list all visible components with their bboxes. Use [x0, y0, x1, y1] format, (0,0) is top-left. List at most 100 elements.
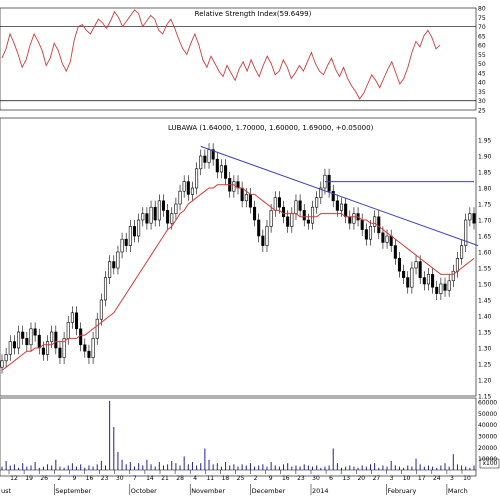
price-tick-label: 1.85: [478, 170, 492, 177]
rsi-tick-label: 35: [478, 89, 486, 96]
x-day-label: 11: [206, 475, 214, 482]
volume-bar: [320, 467, 322, 470]
candle-body: [103, 277, 108, 301]
candle-body: [8, 341, 12, 355]
x-day-label: 17: [418, 475, 426, 482]
candle-body: [87, 350, 91, 358]
volume-bar: [357, 467, 359, 470]
volume-bar: [138, 463, 140, 470]
candle-body: [66, 322, 70, 339]
candle-body: [137, 219, 141, 237]
candle-body: [460, 245, 464, 259]
volume-bar: [38, 467, 40, 470]
candle-body: [33, 328, 37, 336]
candle-body: [166, 210, 170, 224]
rsi-tick-label: 55: [478, 52, 486, 59]
candle-body: [41, 347, 45, 355]
volume-bar: [374, 463, 376, 470]
volume-bar: [266, 466, 268, 470]
rsi-tick-label: 30: [478, 98, 486, 105]
volume-bar: [105, 465, 107, 470]
volume-bar: [386, 466, 388, 470]
candle-body: [282, 206, 286, 218]
price-tick-label: 1.60: [478, 250, 492, 257]
volume-bar: [121, 459, 123, 470]
volume-bar: [274, 465, 276, 470]
volume-bar: [92, 466, 94, 470]
candle-body: [418, 261, 422, 278]
candle-body: [364, 229, 368, 240]
candle-body: [174, 203, 178, 214]
volume-bar: [461, 465, 463, 470]
candle-body: [410, 267, 414, 288]
volume-bar: [67, 465, 69, 470]
volume-bar: [324, 466, 326, 470]
rsi-title: Relative Strength Index(59.6499): [195, 10, 312, 18]
x-day-label: 30: [312, 475, 320, 482]
candle-body: [435, 286, 439, 294]
x-month-label: November: [191, 487, 225, 495]
volume-bar: [469, 467, 471, 470]
price-tick-label: 1.70: [478, 218, 492, 225]
volume-bar: [154, 466, 156, 470]
x-day-label: 30: [116, 475, 124, 482]
candle-body: [186, 181, 190, 195]
x-day-label: 2: [57, 475, 61, 482]
volume-bar: [187, 464, 189, 470]
volume-bar: [63, 467, 65, 470]
candle-body: [211, 149, 215, 160]
candle-body: [74, 312, 79, 330]
volume-bar: [283, 464, 285, 470]
x-day-label: 24: [433, 475, 441, 482]
volume-bar: [427, 465, 429, 470]
x-day-label: 6: [329, 475, 333, 482]
volume-bar: [59, 466, 61, 470]
candle-body: [451, 270, 455, 282]
x-day-label: 10: [463, 475, 471, 482]
volume-bar: [1, 466, 3, 470]
candle-body: [273, 197, 277, 211]
candle-body: [95, 318, 99, 339]
candle-body: [360, 219, 364, 230]
volume-bar: [353, 466, 355, 470]
volume-bar: [162, 465, 164, 470]
volume-bar: [328, 465, 330, 470]
candle-body: [120, 238, 124, 253]
candle-body: [335, 200, 339, 211]
candle-body: [58, 347, 62, 358]
candle-body: [447, 280, 451, 291]
candle-body: [385, 235, 389, 243]
volume-bar: [229, 465, 231, 470]
x-day-label: 16: [282, 475, 290, 482]
volume-bar: [55, 459, 57, 470]
candle-body: [265, 226, 269, 246]
candle-body: [310, 206, 315, 224]
candle-body: [0, 360, 4, 368]
volume-tick-label: 60000: [478, 400, 497, 407]
x-day-label: 3: [450, 475, 454, 482]
candle-body: [315, 197, 319, 208]
candle-body: [21, 331, 25, 339]
rsi-series-line: [1, 9, 441, 100]
volume-bar: [452, 454, 454, 470]
candle-body: [79, 328, 83, 346]
volume-bar: [233, 464, 235, 470]
price-tick-label: 1.30: [478, 346, 492, 353]
volume-bar: [307, 465, 309, 470]
candle-body: [240, 187, 244, 202]
candle-body: [414, 261, 418, 269]
candle-body: [327, 174, 331, 192]
volume-bar: [278, 466, 280, 470]
volume-bar: [254, 466, 256, 470]
volume-bar: [299, 466, 301, 470]
volume-bar: [287, 463, 289, 470]
candle-body: [182, 181, 186, 192]
volume-bar: [403, 467, 405, 470]
volume-tick-label: 10000: [478, 456, 497, 463]
candle-body: [116, 251, 120, 269]
volume-bar: [444, 463, 446, 470]
volume-bar: [171, 460, 173, 470]
volume-bar: [237, 466, 239, 470]
candle-body: [99, 299, 103, 320]
x-day-label: 3: [390, 475, 394, 482]
